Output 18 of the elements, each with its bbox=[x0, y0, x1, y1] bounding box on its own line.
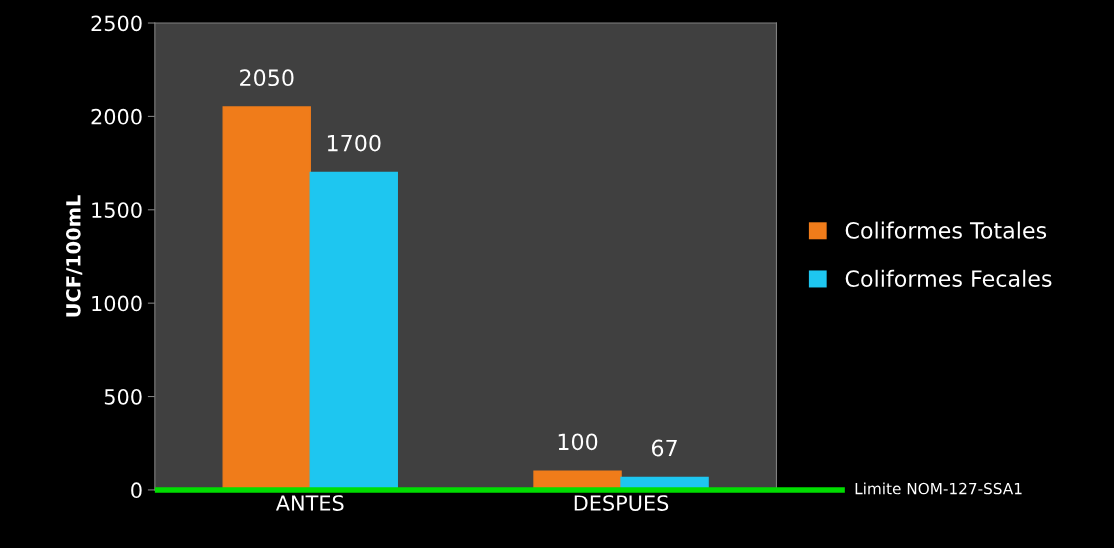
y-axis-title: UCF/100mL bbox=[65, 195, 83, 317]
bar bbox=[309, 171, 398, 490]
y-tick-label: 2000 bbox=[91, 108, 142, 125]
data-label: 100 bbox=[558, 433, 598, 451]
data-label: 2050 bbox=[240, 69, 294, 87]
ref-line-label: Limite NOM-127-SSA1 bbox=[855, 482, 1022, 495]
legend-label: Coliformes Totales bbox=[845, 221, 1047, 239]
y-tick-label: 500 bbox=[104, 388, 142, 405]
legend-label: Coliformes Fecales bbox=[845, 269, 1052, 287]
data-label: 67 bbox=[651, 439, 677, 457]
x-tick-label: DESPUES bbox=[574, 495, 669, 511]
y-tick-label: 1000 bbox=[92, 295, 142, 312]
y-tick-label: 2500 bbox=[91, 15, 142, 32]
bar bbox=[222, 106, 311, 490]
x-tick-label: ANTES bbox=[275, 495, 344, 511]
y-tick-label: 1500 bbox=[92, 202, 142, 218]
y-tick-label: 0 bbox=[131, 482, 142, 499]
data-label: 1700 bbox=[327, 134, 381, 152]
